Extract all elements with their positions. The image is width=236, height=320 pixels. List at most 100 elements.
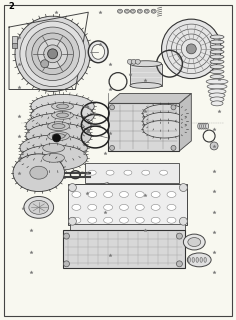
Ellipse shape <box>31 94 94 118</box>
Circle shape <box>186 44 196 54</box>
Ellipse shape <box>151 204 160 210</box>
Circle shape <box>135 59 140 64</box>
Ellipse shape <box>143 104 186 122</box>
Ellipse shape <box>119 204 128 210</box>
Polygon shape <box>179 93 191 151</box>
Ellipse shape <box>88 217 97 223</box>
Ellipse shape <box>88 204 97 210</box>
Circle shape <box>63 233 69 239</box>
Ellipse shape <box>92 44 105 59</box>
Ellipse shape <box>206 79 228 84</box>
Ellipse shape <box>130 9 135 13</box>
Ellipse shape <box>48 122 69 131</box>
Ellipse shape <box>210 50 224 54</box>
Ellipse shape <box>88 41 108 63</box>
Bar <box>63 230 185 268</box>
Ellipse shape <box>20 145 87 171</box>
Ellipse shape <box>143 112 186 130</box>
Ellipse shape <box>151 191 160 197</box>
Ellipse shape <box>104 191 113 197</box>
Bar <box>108 103 179 151</box>
Ellipse shape <box>88 191 97 197</box>
Ellipse shape <box>188 257 190 262</box>
Ellipse shape <box>135 204 144 210</box>
Ellipse shape <box>202 123 205 129</box>
Circle shape <box>48 49 58 59</box>
Ellipse shape <box>72 191 81 197</box>
Ellipse shape <box>142 170 150 175</box>
Ellipse shape <box>137 9 142 13</box>
Circle shape <box>162 19 221 79</box>
Circle shape <box>171 105 176 110</box>
Ellipse shape <box>52 102 73 110</box>
Bar <box>85 163 179 183</box>
Ellipse shape <box>151 217 160 223</box>
Ellipse shape <box>15 16 90 92</box>
Ellipse shape <box>48 132 69 140</box>
Ellipse shape <box>31 103 94 127</box>
Circle shape <box>68 217 76 225</box>
Ellipse shape <box>43 153 64 162</box>
Ellipse shape <box>209 93 225 98</box>
Ellipse shape <box>210 65 224 69</box>
Ellipse shape <box>204 123 207 129</box>
Ellipse shape <box>152 10 155 12</box>
Circle shape <box>177 233 182 239</box>
Circle shape <box>210 142 218 150</box>
Bar <box>12 36 17 44</box>
Ellipse shape <box>210 45 224 49</box>
Ellipse shape <box>30 166 48 179</box>
Circle shape <box>38 39 67 69</box>
Ellipse shape <box>72 204 81 210</box>
Circle shape <box>177 261 182 267</box>
Ellipse shape <box>135 191 144 197</box>
Circle shape <box>171 146 176 150</box>
Bar <box>12 43 17 48</box>
Text: 2: 2 <box>8 2 14 11</box>
Ellipse shape <box>13 154 64 191</box>
Ellipse shape <box>167 217 176 223</box>
Ellipse shape <box>167 191 176 197</box>
Ellipse shape <box>57 104 68 108</box>
Circle shape <box>20 21 85 86</box>
Ellipse shape <box>104 217 113 223</box>
Ellipse shape <box>139 10 141 12</box>
Ellipse shape <box>126 10 128 12</box>
Ellipse shape <box>26 123 91 149</box>
Ellipse shape <box>192 257 194 262</box>
Ellipse shape <box>210 97 224 102</box>
Ellipse shape <box>210 60 224 64</box>
Ellipse shape <box>144 9 149 13</box>
Ellipse shape <box>151 9 156 13</box>
Ellipse shape <box>119 217 128 223</box>
Ellipse shape <box>130 83 162 89</box>
Ellipse shape <box>210 40 224 44</box>
Circle shape <box>63 261 69 267</box>
Ellipse shape <box>206 123 209 129</box>
Circle shape <box>179 184 187 191</box>
Polygon shape <box>72 183 108 196</box>
Ellipse shape <box>143 120 186 138</box>
Circle shape <box>110 105 114 110</box>
Ellipse shape <box>88 170 96 175</box>
Ellipse shape <box>24 196 54 218</box>
Ellipse shape <box>208 89 226 94</box>
Ellipse shape <box>43 143 64 152</box>
Ellipse shape <box>124 9 129 13</box>
Ellipse shape <box>145 10 148 12</box>
Circle shape <box>110 146 114 150</box>
Circle shape <box>41 60 49 68</box>
Circle shape <box>53 134 61 142</box>
Ellipse shape <box>52 124 65 129</box>
Ellipse shape <box>52 133 65 139</box>
Bar <box>68 184 187 225</box>
Ellipse shape <box>104 204 113 210</box>
Ellipse shape <box>160 170 168 175</box>
Bar <box>71 224 185 231</box>
Ellipse shape <box>57 113 68 117</box>
Ellipse shape <box>52 111 73 119</box>
Circle shape <box>131 59 136 64</box>
Ellipse shape <box>119 10 121 12</box>
Ellipse shape <box>72 217 81 223</box>
Ellipse shape <box>198 123 201 129</box>
